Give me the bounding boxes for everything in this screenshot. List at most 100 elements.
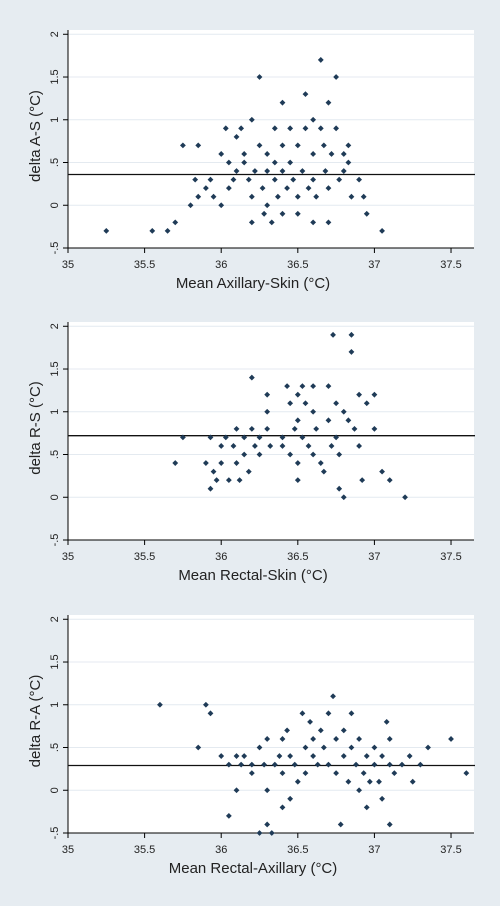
data-point [264, 168, 271, 174]
y-tick-label: 0 [49, 494, 61, 500]
data-point [202, 701, 209, 708]
y-tick-label: 1 [49, 409, 61, 415]
data-point [252, 443, 258, 449]
plot-area [68, 322, 474, 540]
y-tick-label: 0 [49, 787, 61, 793]
data-point [302, 400, 309, 407]
data-point [218, 443, 225, 449]
y-tick-label: 0 [49, 202, 61, 208]
data-point [305, 185, 312, 192]
data-point [356, 176, 362, 183]
data-point [310, 176, 317, 183]
x-tick-label: 35 [62, 844, 74, 856]
data-point [195, 142, 202, 149]
data-point [340, 151, 347, 157]
data-point [348, 331, 355, 338]
data-point [218, 151, 225, 157]
data-point [225, 159, 232, 166]
data-point [363, 753, 370, 759]
data-point [310, 753, 317, 759]
data-point [379, 228, 385, 234]
data-point [322, 168, 329, 174]
x-tick-label: 36 [215, 259, 227, 271]
x-axis-title: Mean Rectal-Axillary (°C) [169, 860, 338, 877]
x-tick-label: 35.5 [134, 844, 155, 856]
y-axis-title: delta R-S (°C) [27, 381, 44, 475]
x-tick-label: 35.5 [134, 551, 155, 563]
data-point [279, 210, 286, 217]
data-point [317, 727, 324, 734]
data-point [287, 400, 294, 407]
x-tick-label: 35.5 [134, 259, 155, 271]
data-point [299, 434, 306, 441]
data-point [241, 151, 248, 157]
data-point [325, 185, 332, 192]
data-point [187, 202, 194, 209]
data-point [264, 202, 271, 209]
data-point [360, 770, 367, 777]
data-point [261, 761, 268, 768]
data-point [333, 736, 340, 742]
x-axis-title: Mean Rectal-Skin (°C) [178, 567, 327, 584]
data-point [340, 494, 347, 501]
data-point [248, 761, 255, 768]
data-point [310, 451, 317, 458]
x-tick-label: 37.5 [440, 259, 461, 271]
data-point [325, 99, 332, 106]
data-point [328, 443, 335, 449]
y-tick-label: .5 [49, 743, 61, 752]
data-point [202, 185, 209, 192]
data-point [279, 99, 286, 106]
data-point [360, 193, 367, 200]
data-point [448, 736, 454, 742]
data-point [317, 125, 324, 132]
data-point [317, 460, 324, 466]
y-tick-label: .5 [49, 158, 61, 167]
data-point [313, 425, 320, 432]
data-point [264, 736, 271, 742]
data-point [284, 727, 290, 734]
data-point [238, 761, 245, 768]
data-point [222, 434, 229, 441]
data-point [238, 125, 245, 132]
data-point [248, 374, 255, 381]
y-tick-label: -.5 [49, 534, 61, 547]
data-point [356, 443, 362, 449]
data-point [294, 778, 301, 785]
data-point [379, 795, 385, 802]
y-tick-label: 1.5 [49, 69, 61, 84]
data-point [172, 219, 179, 226]
data-point [345, 159, 352, 166]
data-point [225, 761, 232, 768]
data-point [328, 151, 335, 157]
data-point [218, 753, 225, 759]
data-point [348, 349, 355, 355]
data-point [333, 400, 340, 407]
data-point [333, 434, 340, 441]
data-point [274, 193, 281, 200]
data-point [233, 787, 240, 794]
plot-area [68, 615, 474, 833]
data-point [256, 744, 263, 751]
data-point [386, 477, 393, 484]
data-point [157, 701, 163, 708]
data-point [386, 736, 393, 742]
y-tick-label: 1.5 [49, 654, 61, 669]
data-point [317, 57, 324, 63]
y-axis-title: delta A-S (°C) [27, 90, 44, 182]
data-point [310, 383, 317, 390]
data-point [287, 125, 294, 132]
data-point [294, 210, 301, 217]
data-point [294, 460, 301, 466]
data-point [268, 219, 275, 226]
data-point [310, 116, 317, 123]
data-point [310, 736, 317, 742]
x-tick-label: 35 [62, 551, 74, 563]
data-point [333, 770, 340, 777]
data-point [302, 744, 309, 751]
data-point [294, 193, 301, 200]
data-point [279, 168, 286, 174]
data-point [207, 710, 214, 717]
